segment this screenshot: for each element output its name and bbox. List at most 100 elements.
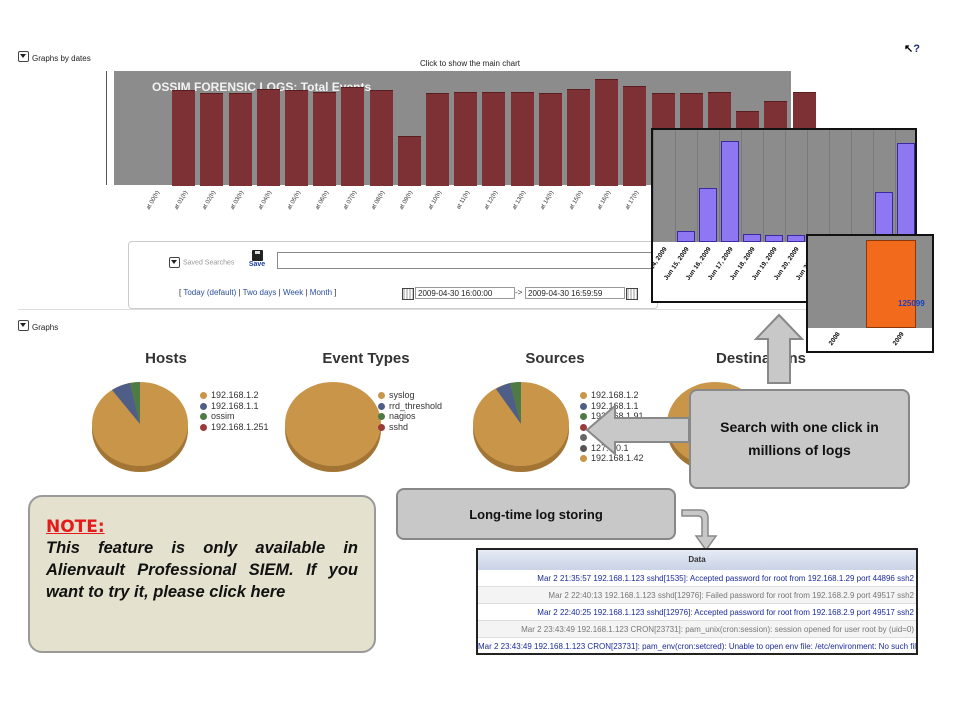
legend-dot-icon bbox=[378, 402, 385, 410]
hour-bar[interactable] bbox=[369, 90, 393, 186]
event-types-pie-chart[interactable] bbox=[278, 378, 388, 478]
legend-item[interactable]: 192.168.1.251 bbox=[200, 422, 269, 433]
graphs-section-header[interactable]: Graphs bbox=[18, 317, 58, 335]
legend-dot-icon bbox=[580, 402, 587, 410]
pie-title-sources: Sources bbox=[525, 350, 585, 367]
hour-bar[interactable] bbox=[595, 79, 619, 186]
legend-item[interactable] bbox=[580, 422, 644, 433]
hour-bar[interactable] bbox=[228, 93, 252, 186]
date-arrow: -> bbox=[515, 288, 523, 297]
legend-item[interactable]: sshd bbox=[378, 422, 442, 433]
hour-label: at 14(h) bbox=[539, 190, 556, 211]
legend-label: syslog bbox=[389, 390, 415, 400]
hour-label: at 17(h) bbox=[624, 190, 641, 211]
legend-item[interactable]: 192.168.1.42 bbox=[580, 453, 644, 464]
legend-item[interactable]: ossim bbox=[200, 411, 269, 422]
hour-bar[interactable] bbox=[256, 89, 280, 186]
hosts-pie-chart[interactable] bbox=[85, 378, 195, 478]
hosts-legend: 192.168.1.2 192.168.1.1 ossim 192.168.1.251 bbox=[200, 390, 269, 432]
y-axis-line bbox=[106, 71, 107, 185]
hour-bar[interactable] bbox=[397, 136, 421, 186]
note-box[interactable]: NOTE: This feature is only available in … bbox=[28, 495, 376, 653]
event-types-legend: syslog rrd_threshold nagios sshd bbox=[378, 390, 442, 432]
zoom-day-bar[interactable] bbox=[765, 235, 783, 242]
legend-dot-icon bbox=[580, 413, 587, 421]
help-button[interactable]: ↖? bbox=[904, 42, 920, 55]
legend-item[interactable]: syslog bbox=[378, 390, 442, 401]
hour-bar[interactable] bbox=[454, 92, 478, 186]
hour-bar[interactable] bbox=[172, 90, 196, 186]
saved-searches-toggle-icon[interactable] bbox=[169, 257, 180, 268]
zoom-grid-line bbox=[653, 130, 654, 242]
hour-bar[interactable] bbox=[482, 92, 506, 186]
legend-item[interactable] bbox=[580, 432, 644, 443]
hour-bar[interactable] bbox=[510, 92, 534, 186]
calendar-icon[interactable] bbox=[402, 288, 414, 300]
legend-dot-icon bbox=[580, 434, 587, 442]
hour-bar[interactable] bbox=[426, 93, 449, 186]
to-date-input[interactable]: 2009-04-30 16:59:59 bbox=[525, 287, 625, 299]
legend-label: 192.168.1.91 bbox=[591, 411, 644, 421]
log-row[interactable]: Mar 2 21:35:57 192.168.1.123 sshd[1535]:… bbox=[478, 570, 916, 587]
log-row[interactable]: Mar 2 22:40:13 192.168.1.123 sshd[12976]… bbox=[478, 587, 916, 604]
graphs-by-dates-label: Graphs by dates bbox=[32, 54, 91, 63]
legend-label: sshd bbox=[389, 421, 409, 432]
range-month-link[interactable]: Month bbox=[309, 288, 333, 297]
chart-click-hint[interactable]: Click to show the main chart bbox=[419, 59, 521, 68]
log-row[interactable]: Mar 2 23:43:49 192.168.1.123 CRON[23731]… bbox=[478, 638, 916, 653]
hour-label: at 16(h) bbox=[596, 190, 612, 211]
search-panel: Saved Searches Save [ Today (default) | … bbox=[128, 241, 659, 309]
legend-dot-icon bbox=[200, 413, 207, 421]
log-row[interactable]: Mar 2 22:40:25 192.168.1.123 sshd[12976]… bbox=[478, 604, 916, 621]
zoom-yearly-bar[interactable] bbox=[866, 240, 916, 328]
legend-item[interactable]: 192.168.1.1 bbox=[200, 401, 269, 412]
log-table-header[interactable]: Data bbox=[478, 550, 916, 570]
hour-label: at 08(h) bbox=[370, 190, 387, 211]
search-input[interactable] bbox=[277, 252, 659, 269]
legend-item[interactable]: rrd_threshold bbox=[378, 401, 442, 412]
save-button[interactable]: Save bbox=[245, 250, 269, 268]
legend-item[interactable]: 192.168.1.91 bbox=[580, 411, 644, 422]
range-week-link[interactable]: Week bbox=[282, 288, 304, 297]
legend-label: 192.168.1.251 bbox=[211, 421, 269, 432]
zoom-grid-line bbox=[873, 130, 874, 242]
hour-bar[interactable] bbox=[285, 90, 308, 186]
zoom-day-bar[interactable] bbox=[897, 143, 915, 242]
hour-bar[interactable] bbox=[623, 86, 647, 186]
zoom-day-bar[interactable] bbox=[743, 234, 761, 242]
zoom-day-bar[interactable] bbox=[787, 235, 805, 242]
hour-label: at 02(h) bbox=[201, 190, 218, 211]
zoom-day-bar[interactable] bbox=[699, 188, 717, 242]
date-range-links: [ Today (default) | Two days | Week | Mo… bbox=[179, 288, 337, 297]
save-label: Save bbox=[248, 261, 266, 268]
log-row[interactable]: Mar 2 23:43:49 192.168.1.123 CRON[23731]… bbox=[478, 621, 916, 638]
legend-item[interactable]: nagios bbox=[378, 411, 442, 422]
hour-label: at 06(h) bbox=[314, 190, 330, 211]
saved-searches[interactable]: Saved Searches bbox=[169, 257, 234, 268]
hour-bar[interactable] bbox=[538, 93, 562, 186]
legend-item[interactable]: 192.168.1.2 bbox=[200, 390, 269, 401]
from-date-input[interactable]: 2009-04-30 16:00:00 bbox=[415, 287, 515, 299]
zoom-day-bar[interactable] bbox=[677, 231, 695, 242]
collapse-toggle-icon[interactable] bbox=[18, 320, 29, 332]
legend-item[interactable]: 192.168.1.2 bbox=[580, 390, 644, 401]
zoom-yearly-chart[interactable]: 125099 2008 2009 bbox=[806, 234, 934, 353]
hour-bar[interactable] bbox=[200, 93, 224, 186]
sources-pie-chart[interactable] bbox=[466, 378, 576, 478]
hour-label: at 09(h) bbox=[398, 190, 415, 211]
note-body[interactable]: This feature is only available in Alienv… bbox=[46, 539, 358, 601]
range-two-days-link[interactable]: Two days bbox=[242, 288, 277, 297]
hour-bar[interactable] bbox=[313, 92, 337, 186]
note-heading: NOTE: bbox=[46, 517, 105, 537]
zoom-day-bar[interactable] bbox=[721, 141, 739, 242]
hour-bar[interactable] bbox=[567, 89, 590, 186]
collapse-toggle-icon[interactable] bbox=[18, 51, 29, 63]
range-today-link[interactable]: Today (default) bbox=[183, 288, 237, 297]
graphs-by-dates-header[interactable]: Graphs by dates bbox=[18, 48, 91, 66]
hour-bar[interactable] bbox=[341, 87, 365, 186]
calendar-icon[interactable] bbox=[626, 288, 638, 300]
legend-dot-icon bbox=[200, 392, 207, 400]
legend-dot-icon bbox=[200, 423, 207, 431]
hour-label: at 05(h) bbox=[286, 190, 302, 211]
saved-searches-label: Saved Searches bbox=[183, 259, 235, 267]
